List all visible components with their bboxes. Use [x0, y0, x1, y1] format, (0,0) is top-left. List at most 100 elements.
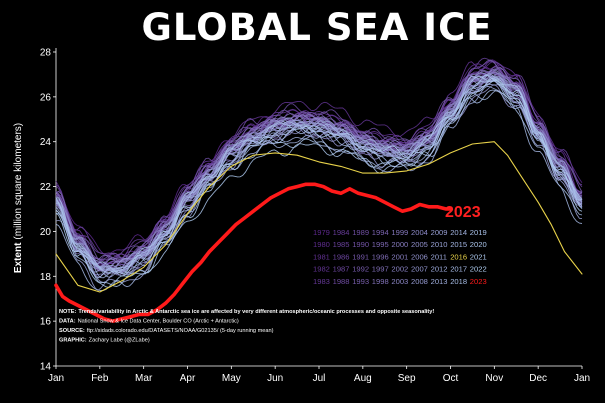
note-line-3: GRAPHIC: Zachary Labe (@ZLabe) — [59, 338, 150, 344]
legend-year-1995: 1995 — [372, 240, 389, 249]
legend-year-1991: 1991 — [352, 252, 369, 261]
legend-year-2020: 2020 — [470, 240, 487, 249]
legend-year-2007: 2007 — [411, 265, 428, 274]
legend-year-1999: 1999 — [391, 228, 408, 237]
legend-year-1992: 1992 — [352, 265, 369, 274]
legend-year-1985: 1985 — [333, 240, 350, 249]
legend-year-2016: 2016 — [450, 252, 467, 261]
y-tick-label-18: 18 — [40, 272, 52, 283]
year-line-2017 — [55, 90, 583, 291]
legend-year-1994: 1994 — [372, 228, 389, 237]
y-tick-label-26: 26 — [40, 92, 52, 103]
note-line-2: SOURCE: ftp://sidads.colorado.edu/DATASET… — [59, 328, 274, 334]
legend-year-1987: 1987 — [333, 265, 350, 274]
legend-year-2009: 2009 — [431, 228, 448, 237]
note-label-0: NOTE: — [59, 309, 77, 315]
y-axis-label: Extent (million square kilometers) — [13, 123, 24, 273]
legend-year-1982: 1982 — [313, 265, 330, 274]
year-line-1992 — [55, 68, 583, 270]
x-tick-label-5: Jun — [267, 373, 283, 384]
legend-year-2005: 2005 — [411, 240, 428, 249]
x-tick-label-0: Jan — [48, 373, 64, 384]
x-tick-label-11: Dec — [529, 373, 547, 384]
note-text-2: ftp://sidads.colorado.edu/DATASETS/NOAA/… — [87, 328, 274, 334]
year-line-2000 — [55, 69, 583, 271]
x-tick-label-10: Nov — [485, 373, 503, 384]
y-axis-label-main: Extent — [13, 242, 24, 273]
legend-year-2017: 2017 — [450, 265, 467, 274]
chart-title: GLOBAL SEA ICE — [141, 6, 492, 49]
y-tick-label-16: 16 — [40, 317, 52, 328]
x-tick-label-8: Sep — [398, 373, 416, 384]
legend-year-1990: 1990 — [352, 240, 369, 249]
legend-year-2001: 2001 — [391, 252, 408, 261]
legend-year-1983: 1983 — [313, 277, 330, 286]
x-tick-label-12: Jan — [574, 373, 590, 384]
legend-year-2000: 2000 — [391, 240, 408, 249]
note-text-1: National Snow & Ice Data Center, Boulder… — [78, 319, 239, 325]
note-label-2: SOURCE: — [59, 328, 85, 334]
legend-year-1981: 1981 — [313, 252, 330, 261]
legend-year-2022: 2022 — [470, 265, 487, 274]
series-line-2016 — [55, 141, 583, 293]
note-text-0: Trends/variability in Arctic & Antarctic… — [78, 309, 434, 315]
legend-year-2008: 2008 — [411, 277, 428, 286]
note-line-0: NOTE: Trends/variability in Arctic & Anta… — [59, 309, 434, 315]
year-line-1993 — [55, 59, 583, 265]
legend-year-1980: 1980 — [313, 240, 330, 249]
y-tick-label-28: 28 — [40, 48, 52, 59]
x-tick-label-4: May — [222, 373, 241, 384]
legend-year-2004: 2004 — [411, 228, 428, 237]
legend-year-2002: 2002 — [391, 265, 408, 274]
highlighted-year-lines — [54, 141, 583, 323]
y-tick-label-14: 14 — [40, 362, 52, 373]
legend-year-1997: 1997 — [372, 265, 389, 274]
legend-year-2011: 2011 — [431, 252, 447, 261]
year-line-2018 — [55, 89, 583, 279]
y-tick-label-22: 22 — [40, 182, 52, 193]
x-tick-label-6: Jul — [313, 373, 326, 384]
year-line-2020 — [55, 77, 583, 275]
year-line-1994 — [55, 70, 583, 269]
y-tick-label-20: 20 — [40, 227, 52, 238]
y-axis-label-sub: (million square kilometers) — [13, 123, 24, 240]
year-line-2015 — [55, 73, 583, 279]
x-tick-label-2: Mar — [135, 373, 153, 384]
x-tick-label-7: Aug — [354, 373, 372, 384]
year-line-2022 — [55, 75, 583, 288]
annotation-2023: 2023 — [445, 204, 481, 221]
series-line-2023 — [54, 182, 453, 323]
note-text-3: Zachary Labe (@ZLabe) — [89, 338, 150, 344]
legend-year-1979: 1979 — [313, 228, 330, 237]
x-tick-label-3: Apr — [180, 373, 196, 384]
legend-year-2021: 2021 — [470, 252, 487, 261]
year-line-1990 — [55, 66, 583, 262]
source-notes: NOTE: Trends/variability in Arctic & Anta… — [59, 309, 434, 344]
year-legend: 1979 1984 1989 1994 1999 2004 2009 2014 2019 1980… — [313, 228, 487, 286]
year-line-2001 — [55, 72, 583, 272]
y-tick-label-24: 24 — [40, 137, 52, 148]
note-label-1: DATA: — [59, 319, 76, 325]
x-tick-label-9: Oct — [443, 373, 459, 384]
note-line-1: DATA: National Snow & Ice Data Center, Bo… — [59, 319, 239, 325]
legend-year-1998: 1998 — [372, 277, 389, 286]
x-tick-label-1: Feb — [91, 373, 109, 384]
legend-year-1986: 1986 — [333, 252, 350, 261]
legend-year-1996: 1996 — [372, 252, 389, 261]
legend-year-2013: 2013 — [431, 277, 448, 286]
historical-year-lines — [55, 57, 583, 291]
legend-year-2018: 2018 — [450, 277, 467, 286]
legend-year-2006: 2006 — [411, 252, 428, 261]
year-line-2004 — [55, 69, 583, 269]
legend-year-1984: 1984 — [333, 228, 350, 237]
legend-year-2015: 2015 — [450, 240, 467, 249]
legend-year-2012: 2012 — [431, 265, 448, 274]
legend-year-1993: 1993 — [352, 277, 369, 286]
legend-year-2010: 2010 — [431, 240, 448, 249]
legend-year-2019: 2019 — [470, 228, 487, 237]
year-line-1997 — [55, 67, 583, 262]
legend-year-2023: 2023 — [470, 277, 487, 286]
legend-year-2003: 2003 — [391, 277, 408, 286]
